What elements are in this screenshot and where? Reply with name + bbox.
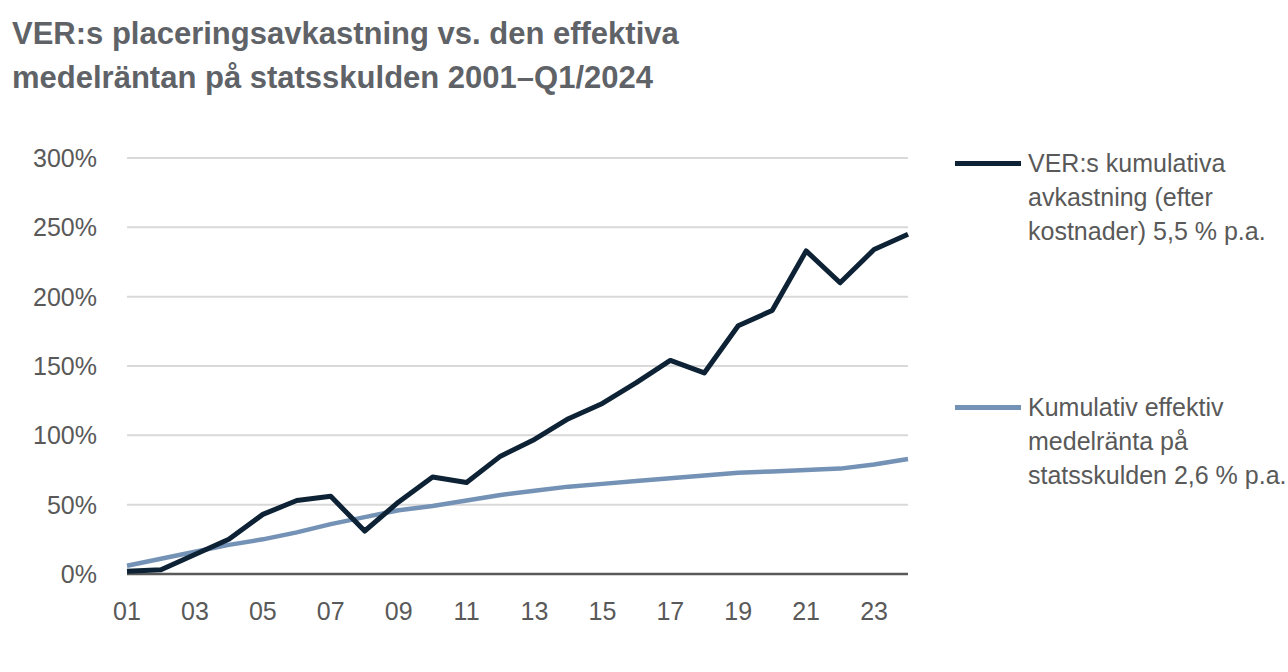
grid-line (127, 157, 908, 159)
series-line (127, 234, 908, 571)
x-tick-label: 11 (454, 597, 480, 625)
legend-label: VER:s kumulativa avkastning (efter kostn… (1028, 146, 1288, 248)
x-tick-label: 21 (792, 597, 820, 625)
y-tick-label: 200% (33, 283, 97, 311)
title: VER:s placeringsavkastning vs. den effek… (12, 12, 862, 100)
grid-line (127, 434, 908, 436)
plot-area (127, 234, 908, 571)
grid-line (127, 504, 908, 506)
x-tick-label: 07 (317, 597, 345, 625)
x-axis-line (127, 573, 908, 576)
y-tick-label: 50% (47, 491, 97, 519)
legend-swatch (955, 161, 1021, 166)
series-line (127, 459, 908, 566)
grid-line (127, 226, 908, 228)
x-tick-label: 19 (724, 597, 752, 625)
x-tick-label: 03 (181, 597, 209, 625)
grid-line (127, 365, 908, 367)
x-tick-label: 01 (113, 597, 141, 625)
x-tick-label: 13 (521, 597, 549, 625)
legend-swatch (955, 405, 1021, 410)
x-tick-label: 09 (385, 597, 413, 625)
x-tick-label: 15 (588, 597, 616, 625)
y-tick-label: 250% (33, 213, 97, 241)
chart: 0% 50% 100% 150% 200% 250% 300% 01 03 05 07 09 11 13 1… (0, 0, 1288, 672)
x-tick-label: 17 (656, 597, 684, 625)
x-tick-label: 05 (249, 597, 277, 625)
grid-line (127, 296, 908, 298)
y-tick-label: 300% (33, 144, 97, 172)
legend-label: Kumulativ effektiv medelränta på statssk… (1028, 390, 1288, 492)
y-tick-label: 0% (61, 560, 97, 588)
y-tick-label: 100% (33, 421, 97, 449)
x-tick-label: 23 (860, 597, 888, 625)
y-tick-label: 150% (33, 352, 97, 380)
